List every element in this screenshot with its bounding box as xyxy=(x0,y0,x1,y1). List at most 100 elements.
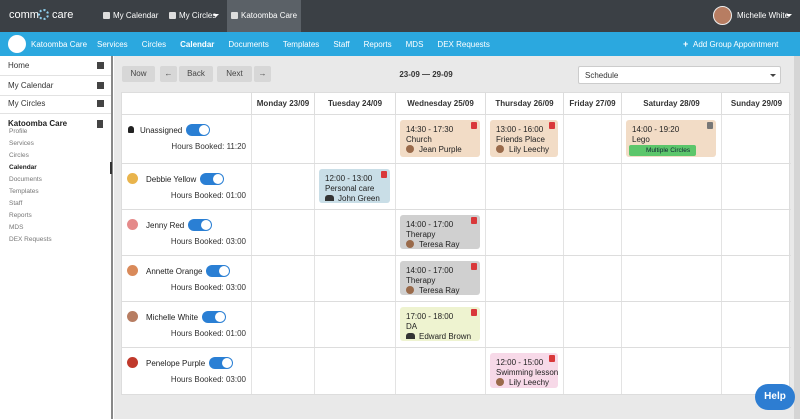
appointment-title: Therapy xyxy=(406,230,436,239)
sidebar-icon xyxy=(97,100,104,107)
next-button[interactable]: Next xyxy=(217,66,252,82)
tab-label: My Calendar xyxy=(113,11,159,20)
day-header: Wednesday 25/09 xyxy=(395,93,485,114)
resource-name: Unassigned xyxy=(140,126,183,135)
doc-icon xyxy=(471,309,477,316)
sidebar-sub-item[interactable]: Staff xyxy=(9,200,23,207)
appointment-title: Personal care xyxy=(325,184,375,193)
view-select[interactable]: Schedule xyxy=(578,66,781,84)
row-line xyxy=(122,301,791,302)
dropdown-caret xyxy=(213,14,219,17)
sidebar-item[interactable]: My Calendar xyxy=(8,81,54,90)
availability-toggle[interactable] xyxy=(202,311,227,323)
appointment[interactable]: 12:00 - 15:00 Swimming lesson Lily Leechy xyxy=(490,353,558,388)
hours-booked: Hours Booked: 03:00 xyxy=(170,375,246,384)
doc-icon xyxy=(381,171,387,178)
appointment-person: Edward Brown xyxy=(419,332,472,341)
divider xyxy=(0,113,111,114)
resource-name: Jenny Red xyxy=(146,221,185,230)
org-nav-item[interactable]: Circles xyxy=(141,40,167,49)
prev-button[interactable]: ← xyxy=(160,66,177,82)
divider xyxy=(0,75,111,76)
sidebar-sub-item[interactable]: MDS xyxy=(9,224,24,231)
add-group-button[interactable]: Add Group Appointment xyxy=(693,40,779,49)
hours-booked: Hours Booked: 01:00 xyxy=(170,329,246,338)
availability-toggle[interactable] xyxy=(209,357,234,369)
row-line xyxy=(122,163,791,164)
resource-name: Debbie Yellow xyxy=(146,175,197,184)
resource-avatar xyxy=(127,219,138,230)
calendar-grid: Monday 23/09 Tuesday 24/09 Wednesday 25/09… xyxy=(121,92,791,395)
day-header: Saturday 28/09 xyxy=(621,93,721,114)
appointment[interactable]: 14:00 - 19:20 Lego Multiple Circles xyxy=(626,120,716,157)
column-line xyxy=(621,114,622,394)
user-name[interactable]: Michelle White xyxy=(737,11,790,20)
person-avatar xyxy=(496,378,504,386)
back-button[interactable]: Back xyxy=(179,66,213,82)
appointment[interactable]: 14:30 - 17:30 Church Jean Purple xyxy=(400,120,480,157)
sidebar-sub-item[interactable]: Profile xyxy=(9,128,28,135)
org-nav-item[interactable]: Templates xyxy=(282,40,320,49)
sidebar-icon xyxy=(97,62,104,69)
org-name[interactable]: Katoomba Care xyxy=(31,40,88,49)
resource-avatar xyxy=(127,311,138,322)
doc-icon xyxy=(707,122,713,129)
appointment[interactable]: 17:00 - 18:00 DA Edward Brown xyxy=(400,307,480,341)
sidebar-sub-item[interactable]: Services xyxy=(9,140,34,147)
sidebar-sub-item[interactable]: Reports xyxy=(9,212,32,219)
day-header: Thursday 26/09 xyxy=(485,93,563,114)
availability-toggle[interactable] xyxy=(206,265,231,277)
org-nav-item[interactable]: Calendar xyxy=(180,40,215,49)
doc-icon xyxy=(471,122,477,129)
sidebar-sub-item[interactable]: Calendar xyxy=(9,164,37,171)
org-nav-item[interactable]: MDS xyxy=(405,40,424,49)
org-nav-item[interactable]: Services xyxy=(97,40,128,49)
person-avatar xyxy=(406,240,414,248)
column-line xyxy=(251,114,252,394)
sidebar-item[interactable]: Home xyxy=(8,61,30,70)
appointment[interactable]: 14:00 - 17:00 Therapy Teresa Ray xyxy=(400,261,480,295)
nav-tab[interactable]: Katoomba Care xyxy=(227,0,301,32)
appointment-title: Lego xyxy=(632,135,650,144)
org-nav-item[interactable]: Staff xyxy=(333,40,350,49)
appointment[interactable]: 14:00 - 17:00 Therapy Teresa Ray xyxy=(400,215,480,249)
doc-icon xyxy=(471,217,477,224)
appointment-title: Therapy xyxy=(406,276,436,285)
sidebar-org[interactable]: Katoomba Care xyxy=(8,119,68,128)
sidebar-sub-item[interactable]: DEX Requests xyxy=(9,236,52,243)
tab-icon xyxy=(169,12,176,19)
nav-tab[interactable]: My Circles xyxy=(165,0,227,32)
help-button[interactable]: Help xyxy=(755,384,795,410)
availability-toggle[interactable] xyxy=(200,173,225,185)
sidebar-sub-item[interactable]: Circles xyxy=(9,152,29,159)
row-line xyxy=(122,255,791,256)
appointment-time: 14:30 - 17:30 xyxy=(406,125,454,134)
nav-tab[interactable]: My Calendar xyxy=(99,0,161,32)
divider xyxy=(0,95,111,96)
org-nav-item[interactable]: Reports xyxy=(363,40,392,49)
availability-toggle[interactable] xyxy=(186,124,211,136)
dropdown-caret xyxy=(786,14,792,17)
appointment-title: Friends Place xyxy=(496,135,545,144)
now-button[interactable]: Now xyxy=(122,66,155,82)
appointment-title: DA xyxy=(406,322,418,331)
appointment[interactable]: 12:00 - 13:00 Personal care John Green xyxy=(319,169,390,203)
org-nav-item[interactable]: DEX Requests xyxy=(437,40,490,49)
appointment-time: 14:00 - 17:00 xyxy=(406,220,454,229)
logo-gear xyxy=(38,9,49,20)
next-arrow-button[interactable]: → xyxy=(254,66,271,82)
sidebar-item[interactable]: My Circles xyxy=(8,99,46,108)
appointment-person: Teresa Ray xyxy=(419,240,460,249)
sidebar-sub-item[interactable]: Documents xyxy=(9,176,42,183)
user-avatar[interactable] xyxy=(713,6,732,25)
sidebar-sub-item[interactable]: Templates xyxy=(9,188,39,195)
appointment[interactable]: 13:00 - 16:00 Friends Place Lily Leechy xyxy=(490,120,558,157)
doc-icon xyxy=(471,263,477,270)
resource-avatar xyxy=(127,357,138,368)
user-icon xyxy=(128,126,134,133)
availability-toggle[interactable] xyxy=(188,219,213,231)
org-nav-item[interactable]: Documents xyxy=(228,40,269,49)
person-avatar xyxy=(406,145,414,153)
doc-icon xyxy=(549,122,555,129)
